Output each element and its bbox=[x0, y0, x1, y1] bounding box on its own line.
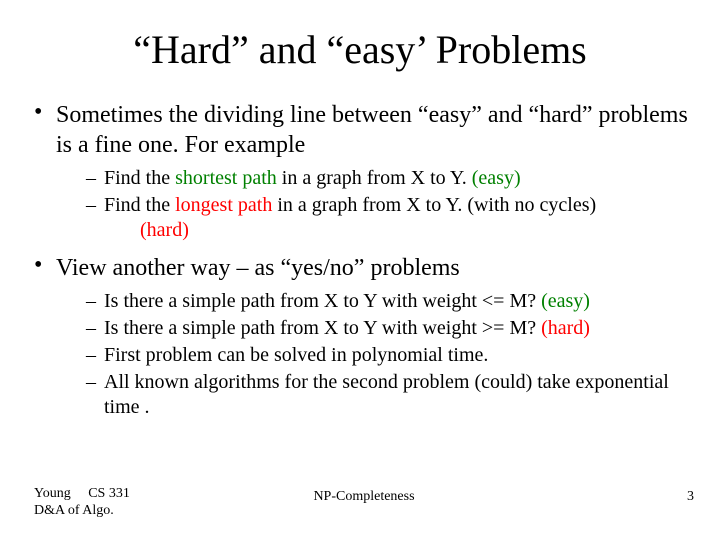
bullet-2c: First problem can be solved in polynomia… bbox=[86, 343, 694, 368]
bullet-2a-tag: (easy) bbox=[541, 290, 590, 312]
bullet-1: Sometimes the dividing line between “eas… bbox=[34, 100, 694, 243]
bullet-2d-text: All known algorithms for the second prob… bbox=[104, 371, 669, 418]
bullet-1a-tag: (easy) bbox=[472, 167, 521, 189]
bullet-1b-tag: (hard) bbox=[140, 219, 189, 241]
footer-page-number: 3 bbox=[654, 489, 694, 506]
bullet-1-sub: Find the shortest path in a graph from X… bbox=[56, 166, 694, 243]
bullet-2c-text: First problem can be solved in polynomia… bbox=[104, 344, 488, 366]
bullet-1b-tag-line: (hard) bbox=[104, 218, 694, 243]
bullet-2-sub: Is there a simple path from X to Y with … bbox=[56, 289, 694, 420]
bullet-2-text: View another way – as “yes/no” problems bbox=[56, 255, 460, 281]
slide-title: “Hard” and “easy’ Problems bbox=[0, 28, 720, 72]
slide-body: Sometimes the dividing line between “eas… bbox=[34, 100, 694, 430]
bullet-1b-pre: Find the bbox=[104, 194, 175, 216]
bullet-2b-tag: (hard) bbox=[541, 317, 590, 339]
bullet-1-text: Sometimes the dividing line between “eas… bbox=[56, 102, 688, 158]
bullet-2a-text: Is there a simple path from X to Y with … bbox=[104, 290, 541, 312]
bullet-2b-text: Is there a simple path from X to Y with … bbox=[104, 317, 541, 339]
bullet-2b: Is there a simple path from X to Y with … bbox=[86, 316, 694, 341]
bullet-1a-pre: Find the bbox=[104, 167, 175, 189]
bullet-1b-key: longest path bbox=[175, 194, 272, 216]
bullet-1a-key: shortest path bbox=[175, 167, 277, 189]
bullet-2a: Is there a simple path from X to Y with … bbox=[86, 289, 694, 314]
bullet-1b: Find the longest path in a graph from X … bbox=[86, 193, 694, 243]
slide: “Hard” and “easy’ Problems Sometimes the… bbox=[0, 0, 720, 540]
bullet-list: Sometimes the dividing line between “eas… bbox=[34, 100, 694, 420]
bullet-1a-post: in a graph from X to Y. bbox=[277, 167, 472, 189]
bullet-1a: Find the shortest path in a graph from X… bbox=[86, 166, 694, 191]
footer-center: NP-Completeness bbox=[34, 489, 694, 506]
bullet-2: View another way – as “yes/no” problems … bbox=[34, 253, 694, 420]
bullet-2d: All known algorithms for the second prob… bbox=[86, 370, 694, 420]
bullet-1b-post: in a graph from X to Y. (with no cycles) bbox=[272, 194, 596, 216]
